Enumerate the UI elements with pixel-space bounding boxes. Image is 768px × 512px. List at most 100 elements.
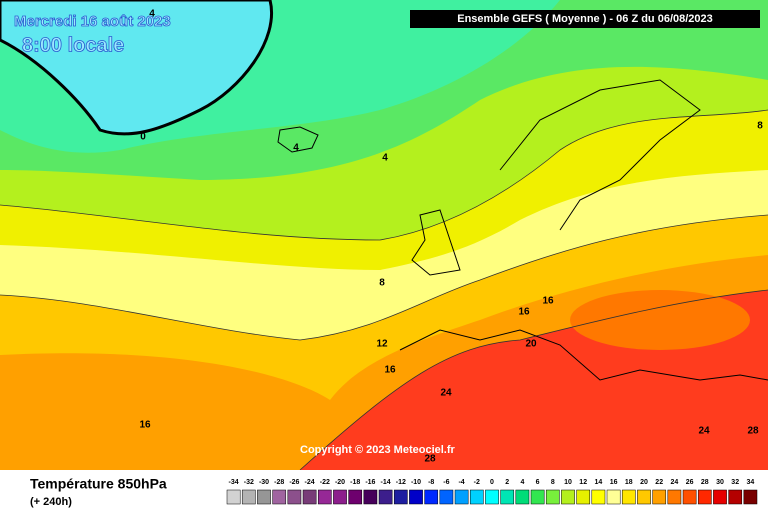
contour-label: 4 (293, 143, 299, 154)
footer-title: Température 850hPa (30, 476, 167, 492)
legend-swatch (530, 489, 545, 505)
legend-label: -28 (274, 479, 284, 486)
coastline (411, 209, 461, 276)
legend-swatch (485, 489, 499, 505)
legend-swatch (226, 489, 241, 505)
iceland (277, 126, 319, 153)
legend-label: 2 (505, 479, 509, 486)
legend-swatch (272, 489, 287, 505)
isotherm (0, 214, 768, 341)
legend-label: 14 (595, 479, 603, 486)
legend-swatch (652, 489, 667, 505)
contour-label: 16 (542, 296, 554, 307)
contour-label: 24 (440, 388, 452, 399)
legend-label: 32 (731, 479, 739, 486)
legend-swatch (287, 489, 302, 505)
contour-label: 8 (379, 278, 385, 289)
legend-label: 8 (551, 479, 555, 486)
legend-swatch (515, 489, 530, 505)
legend-label: 18 (625, 479, 633, 486)
legend-swatch (257, 489, 271, 505)
legend-label: 10 (564, 479, 572, 486)
legend-swatch (241, 489, 256, 505)
legend-swatch (637, 489, 651, 505)
legend-swatch (728, 489, 743, 505)
contour-label: 28 (424, 454, 436, 465)
legend-label: 26 (686, 479, 694, 486)
run-box (410, 10, 760, 28)
legend-swatch (591, 489, 606, 505)
legend-label: 16 (610, 479, 618, 486)
legend-label: -2 (474, 479, 480, 486)
legend-swatch (439, 489, 454, 505)
legend-swatch (743, 489, 758, 505)
legend-label: -26 (289, 479, 299, 486)
legend-swatch (621, 489, 636, 505)
legend-swatch (348, 489, 363, 505)
run-info: Ensemble GEFS ( Moyenne ) - 06 Z du 06/0… (457, 13, 713, 25)
legend-swatch (454, 489, 469, 505)
legend-label: -14 (381, 479, 391, 486)
legend-swatch (317, 489, 332, 505)
contour-label: 12 (376, 339, 388, 350)
copyright: Copyright © 2023 Meteociel.fr (300, 444, 456, 456)
zone-cyan (0, 0, 273, 136)
coastline (499, 79, 701, 231)
legend-label: -20 (335, 479, 345, 486)
legend-swatch (378, 489, 393, 505)
legend-label: 28 (701, 479, 709, 486)
legend-swatch (697, 489, 712, 505)
contour-label: 16 (139, 420, 151, 431)
legend-swatch (302, 489, 317, 505)
legend-label: 0 (490, 479, 494, 486)
legend-label: -16 (365, 479, 375, 486)
contour-label: 0 (140, 132, 146, 143)
legend-swatch (469, 489, 484, 505)
legend-label: 30 (716, 479, 724, 486)
legend-swatch (682, 489, 697, 505)
legend-swatch (545, 489, 560, 505)
legend-label: 12 (579, 479, 587, 486)
contour-label: 4 (382, 153, 388, 164)
legend-label: -8 (428, 479, 434, 486)
legend-label: -24 (305, 479, 315, 486)
date: Mercredi 16 août 2023 (14, 13, 171, 30)
contour-label: 16 (384, 365, 396, 376)
coastline (399, 329, 768, 381)
legend-label: 34 (747, 479, 755, 486)
legend-swatch (393, 489, 408, 505)
legend-label: -12 (396, 479, 406, 486)
contour-label: 8 (757, 121, 763, 132)
contour-label: 20 (525, 339, 537, 350)
legend-label: -18 (350, 479, 360, 486)
legend-swatch (500, 489, 515, 505)
legend-swatch (561, 489, 575, 505)
legend-label: 4 (520, 479, 524, 486)
time: 8:00 locale (22, 34, 124, 56)
legend-swatch (409, 489, 423, 505)
legend-swatch (667, 489, 682, 505)
legend-label: 24 (671, 479, 679, 486)
footer-lead: (+ 240h) (30, 496, 72, 508)
legend-label: 20 (640, 479, 648, 486)
isotherm (299, 289, 768, 471)
legend-swatch (333, 489, 347, 505)
legend-swatch (424, 489, 439, 505)
legend-swatch (713, 489, 727, 505)
legend-label: -4 (458, 479, 464, 486)
legend-label: -22 (320, 479, 330, 486)
legend-label: 22 (655, 479, 663, 486)
contour-label: 4 (149, 9, 155, 20)
legend-label: -10 (411, 479, 421, 486)
contour-label: 28 (747, 426, 759, 437)
legend-label: -32 (244, 479, 254, 486)
zone-dark-orange (570, 290, 750, 350)
legend-label: -30 (259, 479, 269, 486)
legend-swatch (576, 489, 591, 505)
legend-label: 6 (536, 479, 540, 486)
legend-swatch (363, 489, 378, 505)
legend-swatch (606, 489, 621, 505)
legend-label: -6 (443, 479, 449, 486)
